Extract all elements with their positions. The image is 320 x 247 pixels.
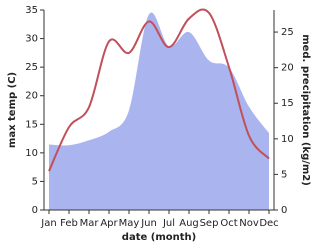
x-tick-label: Feb — [60, 218, 78, 229]
temperature-line — [48, 8, 270, 172]
y2-axis-title: med. precipitation (kg/m2) — [300, 34, 311, 186]
y-tick-label: 10 — [25, 148, 38, 159]
x-tick-label: Sep — [200, 218, 219, 229]
y2-tick-label: 20 — [281, 63, 294, 74]
x-axis-title: date (month) — [122, 232, 196, 243]
x-tick-label: Nov — [239, 218, 259, 229]
x-tick-label: May — [119, 218, 140, 229]
x-tick-label: Aug — [179, 218, 199, 229]
y2-tick-label: 25 — [281, 27, 294, 38]
y2-tick-label: 15 — [281, 98, 294, 109]
y-tick-label: 30 — [25, 34, 38, 45]
x-tick-label: Jan — [40, 218, 56, 229]
y-axis-title: max temp (C) — [7, 72, 18, 148]
x-tick-label: Oct — [220, 218, 237, 229]
x-tick-label: Mar — [80, 218, 100, 229]
y-tick-label: 25 — [25, 62, 38, 73]
x-tick-label: Jul — [162, 218, 175, 229]
x-tick-label: Jun — [140, 218, 157, 229]
x-tick-label: Apr — [100, 218, 118, 229]
y2-tick-label: 5 — [281, 169, 287, 180]
y-tick-label: 35 — [25, 5, 38, 16]
y-tick-label: 0 — [32, 205, 38, 216]
x-tick-label: Dec — [259, 218, 278, 229]
y-tick-label: 20 — [25, 91, 38, 102]
precipitation-area — [49, 12, 269, 210]
y2-tick-label: 10 — [281, 134, 294, 145]
y-tick-label: 15 — [25, 119, 38, 130]
y-tick-label: 5 — [32, 176, 38, 187]
y2-tick-label: 0 — [281, 205, 287, 216]
